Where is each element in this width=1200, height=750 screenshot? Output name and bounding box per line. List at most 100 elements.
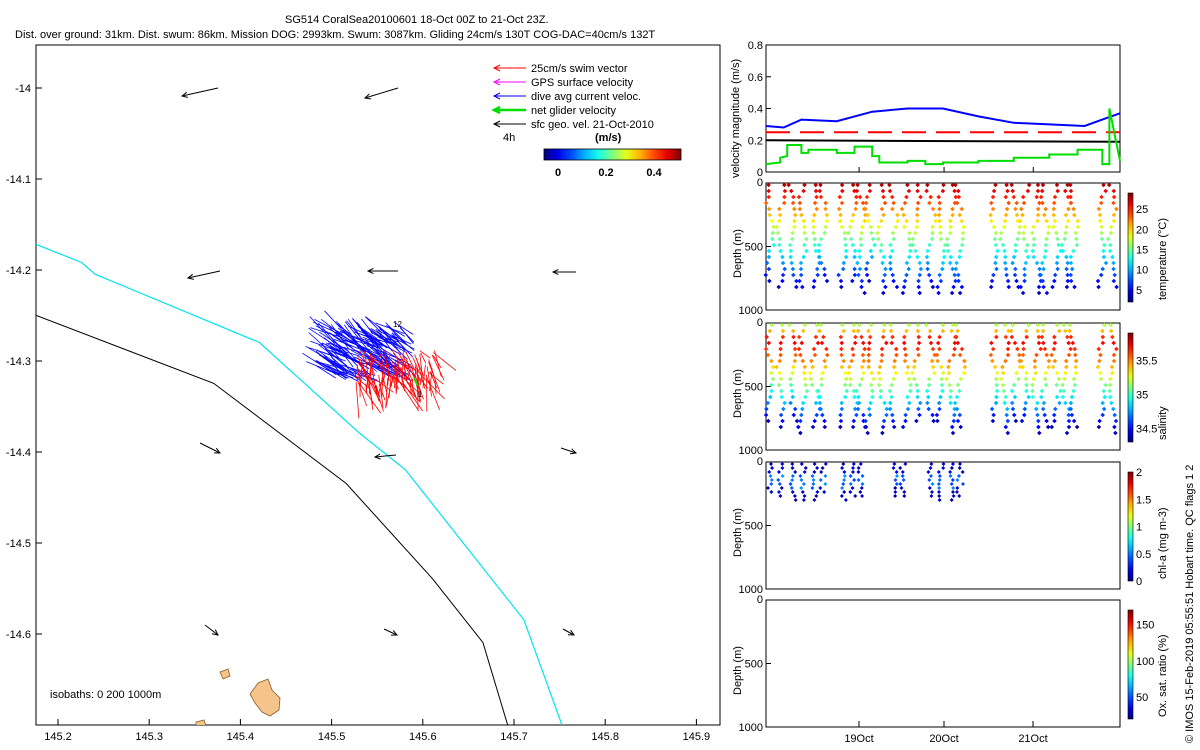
profile-point — [1052, 194, 1058, 200]
profile-point — [882, 322, 887, 328]
profile-point — [1052, 358, 1058, 364]
profile-point — [1022, 224, 1027, 230]
swim-vector — [428, 359, 436, 379]
profile-point — [994, 382, 999, 388]
profile-point — [809, 358, 814, 364]
profile-point — [854, 388, 859, 394]
profile-point — [1018, 284, 1024, 290]
dac-vector — [369, 339, 393, 368]
profile-point — [902, 358, 908, 364]
profile-point — [995, 370, 1000, 376]
profile-point — [994, 376, 999, 382]
profile-point — [1055, 254, 1060, 260]
profile-point — [1021, 200, 1027, 206]
profile-point — [825, 352, 830, 358]
profile-point — [803, 382, 808, 388]
profile-point — [853, 334, 858, 340]
dac-vector — [331, 349, 355, 376]
profile-point — [859, 364, 865, 370]
profile-point — [838, 424, 843, 430]
depth-ylabel: Depth (m) — [732, 508, 744, 557]
profile-point — [867, 412, 873, 418]
profile-point — [1004, 412, 1009, 418]
profile-point — [1044, 236, 1049, 242]
profile-point — [799, 412, 804, 418]
profile-point — [952, 340, 958, 346]
profile-point — [1071, 206, 1076, 212]
profile-point — [1103, 188, 1108, 194]
profile-point — [819, 260, 824, 266]
profile-point — [814, 322, 820, 328]
profile-point — [764, 334, 769, 340]
profile-point — [857, 266, 863, 272]
profile-point — [1022, 278, 1027, 284]
profile-point — [930, 364, 936, 370]
profile-point — [1066, 206, 1071, 212]
profile-point — [1020, 290, 1026, 296]
profile-point — [822, 418, 827, 424]
profile-point — [890, 418, 896, 424]
profile-point — [1018, 358, 1024, 364]
profile-point — [868, 322, 874, 328]
profile-point — [954, 334, 959, 340]
profile-point — [1040, 182, 1046, 188]
speed-colorbar-tick: 0 — [555, 167, 561, 179]
profile-point — [1017, 352, 1022, 358]
profile-point — [764, 260, 770, 266]
profile-point — [1003, 358, 1008, 364]
map-y-tick-label: -14.5 — [6, 538, 31, 550]
profile-point — [940, 322, 946, 328]
profile-point — [1073, 370, 1079, 376]
profile-point — [1005, 430, 1011, 436]
profile-point — [993, 322, 999, 328]
dac-vector — [350, 349, 382, 367]
depth-panel-frame — [765, 599, 1121, 728]
profile-point — [812, 278, 817, 284]
profile-point — [1055, 188, 1060, 194]
profile-point — [1105, 236, 1111, 242]
salinity-panel: 0 500 1000 Depth (m) 35.5 35 34.5 salinity — [732, 317, 1169, 457]
profile-point — [914, 418, 919, 424]
profile-point — [1066, 352, 1072, 358]
profile-point — [1009, 400, 1015, 406]
profile-point — [847, 382, 853, 388]
profile-point — [901, 284, 907, 290]
geo-velocity-arrow-head — [180, 91, 188, 98]
profile-point — [1060, 382, 1065, 388]
dac-vector — [315, 350, 337, 368]
profile-point — [891, 278, 896, 284]
profile-point — [1035, 322, 1040, 328]
profile-point — [778, 346, 783, 352]
profile-point — [955, 328, 960, 334]
profile-point — [1054, 322, 1060, 328]
profile-point — [891, 376, 896, 382]
profile-point — [925, 400, 930, 406]
profile-point — [1036, 424, 1041, 430]
swim-vector — [418, 374, 421, 403]
profile-point — [1040, 200, 1045, 206]
profile-point — [906, 322, 912, 328]
profile-point — [930, 346, 936, 352]
profile-point — [786, 322, 792, 328]
profile-point — [1063, 400, 1068, 406]
swim-vector — [431, 354, 445, 381]
profile-point — [938, 278, 944, 284]
profile-point — [950, 322, 956, 328]
profile-point — [791, 334, 796, 340]
profile-point — [844, 388, 849, 394]
speed-colorbar: 4h (m/s) 0 0.2 0.4 — [503, 132, 682, 179]
map-x-tick-label: 145.4 — [227, 731, 255, 743]
dac-vector — [330, 370, 354, 379]
profile-point — [859, 334, 864, 340]
profile-point — [863, 266, 869, 272]
profile-point — [1102, 394, 1108, 400]
velocity-series-line — [765, 108, 1121, 166]
profile-point — [1044, 418, 1049, 424]
swim-vector — [387, 352, 391, 386]
profile-point — [888, 322, 893, 328]
profile-point — [879, 352, 885, 358]
profile-point — [1072, 284, 1077, 290]
depth-y-tick-label: 1000 — [739, 722, 763, 734]
profile-point — [839, 406, 845, 412]
